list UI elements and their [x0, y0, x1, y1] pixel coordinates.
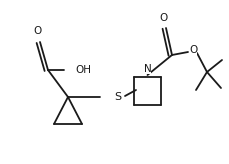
- Text: N: N: [144, 64, 151, 74]
- Text: O: O: [34, 26, 42, 36]
- Text: S: S: [114, 92, 122, 102]
- Text: O: O: [160, 13, 168, 23]
- Text: O: O: [189, 45, 197, 55]
- Text: OH: OH: [75, 65, 91, 75]
